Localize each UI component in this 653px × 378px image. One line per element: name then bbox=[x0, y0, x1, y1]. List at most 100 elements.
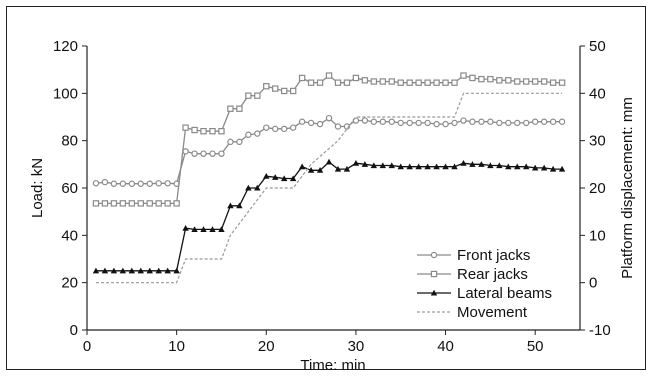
data-point bbox=[325, 158, 333, 165]
data-point bbox=[92, 200, 100, 207]
data-point bbox=[397, 79, 404, 86]
series-front-jacks bbox=[92, 114, 566, 187]
data-point bbox=[200, 128, 207, 135]
y-tick-label: 80 bbox=[61, 133, 78, 150]
axes-group: 0 10 20 30 40 50 0 20 40 60 80 100 120 -10 0 10 20 30 40 50 bbox=[53, 38, 611, 355]
data-point bbox=[406, 79, 413, 86]
data-point bbox=[164, 180, 171, 187]
data-point bbox=[505, 77, 512, 84]
data-point bbox=[361, 77, 369, 84]
data-point bbox=[307, 119, 315, 127]
data-point bbox=[128, 180, 136, 187]
data-point bbox=[558, 79, 566, 86]
data-point bbox=[487, 162, 494, 169]
legend: Front jacks Rear jacks Lateral beams Moveme… bbox=[417, 247, 552, 321]
data-point bbox=[92, 267, 100, 274]
data-point bbox=[334, 165, 342, 172]
data-point bbox=[451, 119, 458, 127]
data-point bbox=[469, 118, 476, 125]
data-point bbox=[227, 138, 234, 146]
x-axis-title: Time: min bbox=[300, 357, 365, 374]
data-point bbox=[298, 118, 306, 125]
data-point bbox=[146, 267, 153, 274]
data-point bbox=[460, 72, 467, 79]
data-point bbox=[236, 138, 243, 146]
data-point bbox=[334, 123, 342, 130]
data-point bbox=[478, 118, 485, 125]
data-point bbox=[424, 79, 431, 86]
data-point bbox=[505, 119, 512, 127]
data-point bbox=[146, 180, 153, 187]
data-point bbox=[272, 85, 279, 92]
data-point bbox=[505, 163, 512, 170]
data-point bbox=[433, 79, 440, 86]
y2-tick-label: -10 bbox=[589, 322, 611, 339]
data-point bbox=[487, 118, 494, 125]
series-movement bbox=[96, 92, 563, 284]
data-point bbox=[110, 267, 118, 274]
data-point bbox=[182, 148, 189, 155]
data-point bbox=[388, 118, 395, 125]
data-point bbox=[487, 75, 494, 83]
legend-label: Front jacks bbox=[457, 247, 530, 264]
data-point bbox=[245, 92, 252, 99]
data-point bbox=[218, 150, 225, 157]
data-point bbox=[263, 124, 270, 131]
data-point bbox=[540, 164, 548, 171]
data-point bbox=[514, 119, 521, 127]
data-point bbox=[128, 200, 136, 207]
data-point bbox=[182, 225, 189, 231]
data-point bbox=[549, 165, 557, 172]
series-lateral-beams bbox=[92, 158, 566, 274]
data-point bbox=[191, 150, 198, 157]
data-point bbox=[164, 267, 171, 274]
data-point bbox=[388, 78, 395, 85]
data-point bbox=[307, 167, 315, 173]
data-point bbox=[478, 75, 485, 83]
x-tick-label: 50 bbox=[527, 338, 544, 355]
y-tick-label: 0 bbox=[70, 322, 78, 339]
data-point bbox=[469, 161, 476, 167]
data-point bbox=[298, 74, 306, 82]
data-point bbox=[430, 251, 438, 259]
data-point bbox=[164, 200, 171, 207]
data-point bbox=[119, 267, 127, 274]
data-point bbox=[325, 114, 333, 122]
data-point bbox=[379, 78, 387, 85]
data-point bbox=[496, 77, 503, 84]
data-point bbox=[110, 200, 118, 207]
y-tick-label: 120 bbox=[53, 38, 78, 55]
data-point bbox=[128, 267, 136, 274]
data-point bbox=[388, 162, 395, 169]
data-point bbox=[361, 161, 369, 167]
data-point bbox=[433, 163, 440, 170]
x-tick-label: 20 bbox=[258, 338, 275, 355]
y2-tick-label: 10 bbox=[589, 227, 606, 244]
data-point bbox=[155, 200, 162, 207]
data-point bbox=[352, 74, 360, 82]
data-point bbox=[191, 126, 198, 134]
data-point bbox=[137, 267, 144, 274]
chart-frame bbox=[6, 6, 646, 370]
data-point bbox=[281, 175, 288, 182]
data-point bbox=[101, 178, 109, 186]
data-point bbox=[361, 117, 369, 124]
legend-label: Movement bbox=[457, 304, 528, 321]
data-point bbox=[397, 163, 404, 170]
data-point bbox=[406, 119, 413, 127]
data-point bbox=[540, 118, 548, 125]
data-point bbox=[496, 162, 503, 169]
data-point bbox=[379, 118, 386, 125]
y-tick-label: 40 bbox=[61, 227, 78, 244]
data-point bbox=[415, 163, 422, 170]
data-point bbox=[227, 105, 234, 112]
data-point bbox=[245, 131, 252, 138]
data-point bbox=[460, 159, 467, 166]
data-point bbox=[433, 120, 440, 128]
data-point bbox=[424, 119, 431, 127]
data-point bbox=[254, 130, 261, 137]
data-point bbox=[334, 79, 342, 86]
data-point bbox=[119, 180, 127, 187]
data-point bbox=[316, 120, 324, 128]
legend-item: Front jacks bbox=[417, 247, 530, 264]
